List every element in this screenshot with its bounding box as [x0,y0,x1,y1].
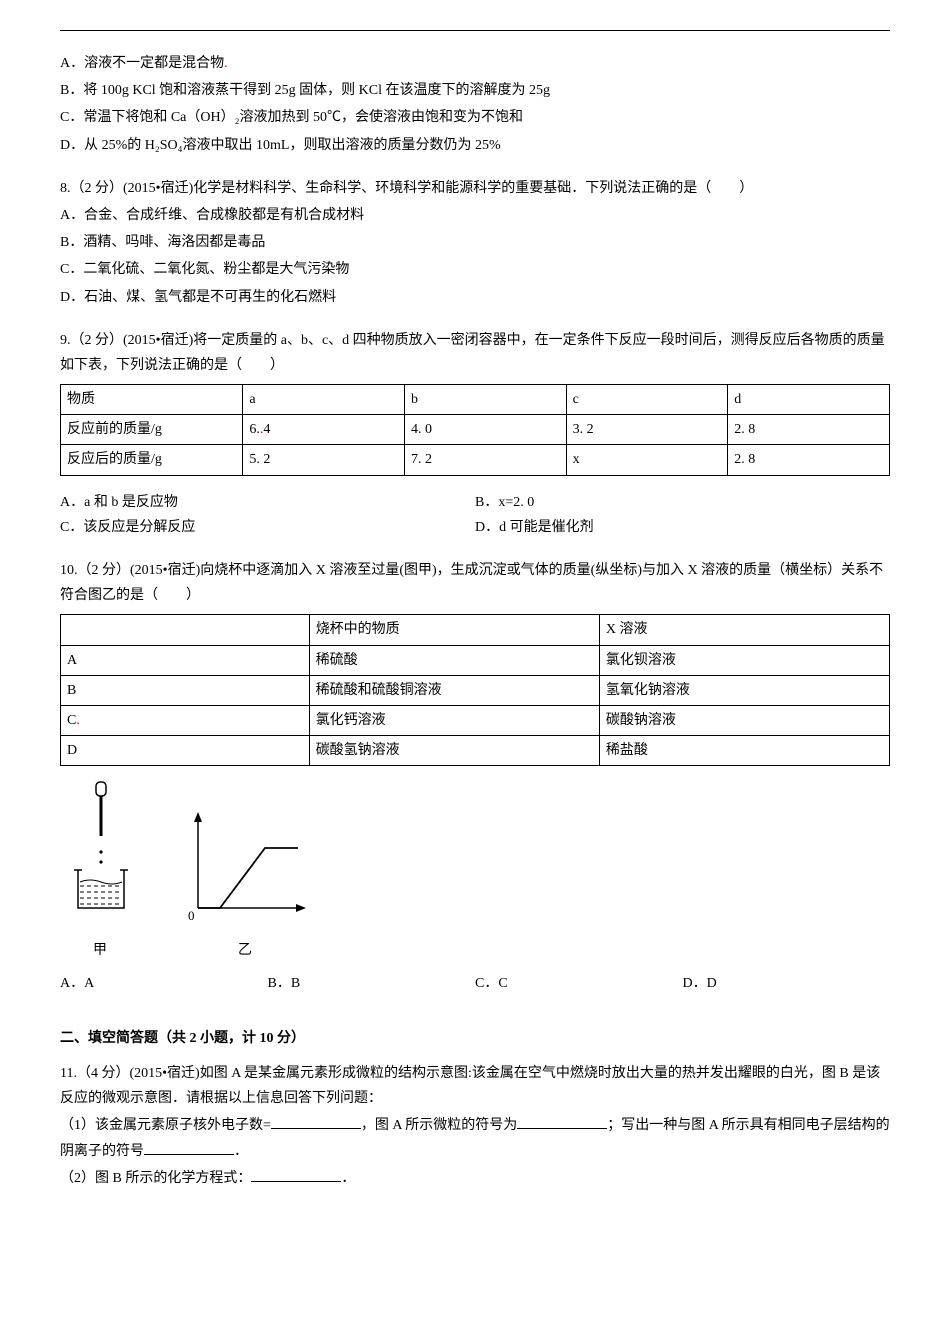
beaker-icon [60,778,140,928]
q10: 10.（2 分）(2015•宿迁)向烧杯中逐滴加入 X 溶液至过量(图甲)，生成… [60,558,890,996]
q9-r1-0: 反应前的质量/g [61,415,243,445]
q7-opt-c: C．常温下将饱和 Ca（OH）₂溶液加热到 50℃，会使溶液由饱和变为不饱和 [60,105,890,130]
q11-part2: （2）图 B 所示的化学方程式： ． [60,1166,890,1191]
q10-rc-1: 氯化钙溶液 [309,705,599,735]
q8-opt-a: A．合金、合成纤维、合成橡胶都是有机合成材料 [60,203,890,228]
q8-opt-c: C．二氧化硫、二氧化氮、粉尘都是大气污染物 [60,257,890,282]
q10-th-0 [61,615,310,645]
section2-heading: 二、填空简答题（共 2 小题，计 10 分） [60,1026,890,1051]
q9-r2-2: 7. 2 [405,445,567,475]
blank [271,1113,361,1129]
q8: 8.（2 分）(2015•宿迁)化学是材料科学、生命科学、环境科学和能源科学的重… [60,176,890,310]
q9-r2-4: 2. 8 [728,445,890,475]
q9-table: 物质 a b c d 反应前的质量/g 6..4 4. 0 3. 2 2. 8 … [60,384,890,476]
q11-p1-d: ． [234,1144,248,1159]
beaker-figure: 甲 [60,778,140,962]
table-row: C. 氯化钙溶液 碳酸钠溶液 [61,705,890,735]
table-row: 反应前的质量/g 6..4 4. 0 3. 2 2. 8 [61,415,890,445]
top-rule [60,30,890,31]
q10-rb-1: 稀硫酸和硫酸铜溶液 [309,675,599,705]
q10-rb-2: 氢氧化钠溶液 [599,675,889,705]
q10-opt-b: B．B [268,971,476,996]
q9-opt-d: D．d 可能是催化剂 [475,515,890,540]
q10-rc-2: 碳酸钠溶液 [599,705,889,735]
q10-rb-0: B [61,675,310,705]
q10-rd-0: D [61,736,310,766]
q7-opt-b: B．将 100g KCl 饱和溶液蒸干得到 25g 固体，则 KCl 在该温度下… [60,78,890,103]
q9-opt-c: C．该反应是分解反应 [60,515,475,540]
fig-label-yi: 乙 [180,938,310,963]
q10-rc-0: C. [61,705,310,735]
q10-rd-2: 稀盐酸 [599,736,889,766]
q8-stem: 8.（2 分）(2015•宿迁)化学是材料科学、生命科学、环境科学和能源科学的重… [60,176,890,201]
q10-ra-2: 氯化钡溶液 [599,645,889,675]
q10-opt-a: A．A [60,971,268,996]
q10-rd-1: 碳酸氢钠溶液 [309,736,599,766]
graph-figure: 0 乙 [180,808,310,962]
q9-options-row1: A．a 和 b 是反应物 B．x=2. 0 [60,490,890,515]
q7-options: A．溶液不一定都是混合物. B．将 100g KCl 饱和溶液蒸干得到 25g … [60,51,890,158]
q9-r1-4: 2. 8 [728,415,890,445]
q9: 9.（2 分）(2015•宿迁)将一定质量的 a、b、c、d 四种物质放入一密闭… [60,328,890,540]
q8-opt-d: D．石油、煤、氢气都是不可再生的化石燃料 [60,285,890,310]
q11-p2-b: ． [341,1171,355,1186]
table-row: B 稀硫酸和硫酸铜溶液 氢氧化钠溶液 [61,675,890,705]
q9-r1-1: 6..4 [243,415,405,445]
q10-stem: 10.（2 分）(2015•宿迁)向烧杯中逐滴加入 X 溶液至过量(图甲)，生成… [60,558,890,608]
q7-opt-d: D．从 25%的 H₂SO₄溶液中取出 10mL，则取出溶液的质量分数仍为 25… [60,133,890,158]
q10-options-row: A．A B．B C．C D．D [60,971,890,996]
q10-opt-d: D．D [683,971,891,996]
q9-options-row2: C．该反应是分解反应 D．d 可能是催化剂 [60,515,890,540]
q9-th-0: 物质 [61,385,243,415]
q11-stem: 11.（4 分）(2015•宿迁)如图 A 是某金属元素形成微粒的结构示意图:该… [60,1061,890,1111]
q10-ra-0: A [61,645,310,675]
q9-stem: 9.（2 分）(2015•宿迁)将一定质量的 a、b、c、d 四种物质放入一密闭… [60,328,890,378]
q10-ra-1: 稀硫酸 [309,645,599,675]
q9-r2-0: 反应后的质量/g [61,445,243,475]
q10-figures: 甲 0 乙 [60,778,890,962]
q11-p1-a: （1）该金属元素原子核外电子数= [60,1118,271,1133]
q9-opt-a: A．a 和 b 是反应物 [60,490,475,515]
blank [251,1166,341,1182]
red-dot: . [224,56,228,71]
blank [144,1139,234,1155]
table-row: D 碳酸氢钠溶液 稀盐酸 [61,736,890,766]
blank [517,1113,607,1129]
red-dot: . [260,422,264,437]
q9-th-3: c [566,385,728,415]
q11-p2-a: （2）图 B 所示的化学方程式： [60,1171,251,1186]
fig-label-jia: 甲 [60,938,140,963]
q9-th-1: a [243,385,405,415]
table-row: 烧杯中的物质 X 溶液 [61,615,890,645]
q9-th-2: b [405,385,567,415]
q10-th-2: X 溶液 [599,615,889,645]
q9-r1-3: 3. 2 [566,415,728,445]
table-row: 反应后的质量/g 5. 2 7. 2 x 2. 8 [61,445,890,475]
q9-r1-2: 4. 0 [405,415,567,445]
graph-icon: 0 [180,808,310,928]
q8-opt-b: B．酒精、吗啡、海洛因都是毒品 [60,230,890,255]
q11-part1: （1）该金属元素原子核外电子数=，图 A 所示微粒的符号为；写出一种与图 A 所… [60,1113,890,1163]
q7-opt-a: A．溶液不一定都是混合物. [60,51,890,76]
q9-opt-b: B．x=2. 0 [475,490,890,515]
q11-p1-b: ，图 A 所示微粒的符号为 [361,1118,517,1133]
q9-th-4: d [728,385,890,415]
q10-th-1: 烧杯中的物质 [309,615,599,645]
q9-r2-1: 5. 2 [243,445,405,475]
table-row: A 稀硫酸 氯化钡溶液 [61,645,890,675]
q10-opt-c: C．C [475,971,683,996]
axis-origin-label: 0 [188,908,195,923]
q9-r2-3: x [566,445,728,475]
q10-table: 烧杯中的物质 X 溶液 A 稀硫酸 氯化钡溶液 B 稀硫酸和硫酸铜溶液 氢氧化钠… [60,614,890,766]
table-row: 物质 a b c d [61,385,890,415]
q11: 11.（4 分）(2015•宿迁)如图 A 是某金属元素形成微粒的结构示意图:该… [60,1061,890,1191]
q7-opt-a-text: A．溶液不一定都是混合物 [60,56,224,71]
red-dot: . [76,713,80,728]
